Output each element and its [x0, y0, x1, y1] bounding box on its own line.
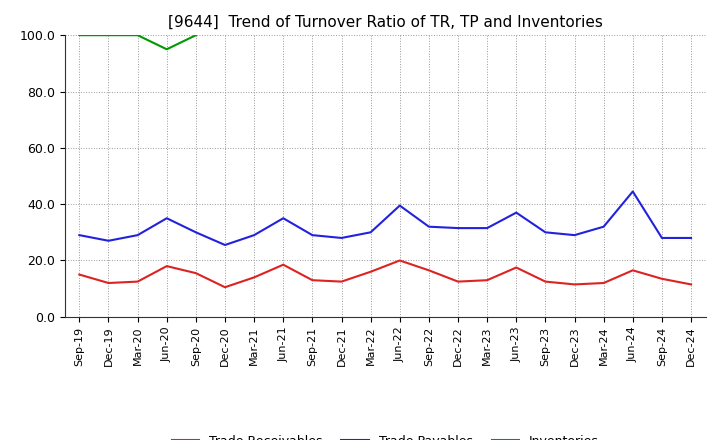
Trade Payables [541, 230, 550, 235]
Inventories [104, 33, 113, 38]
Trade Receivables [279, 262, 287, 268]
Inventories [192, 33, 200, 38]
Trade Receivables [657, 276, 666, 282]
Trade Payables [250, 232, 258, 238]
Trade Receivables [395, 258, 404, 263]
Trade Payables [599, 224, 608, 229]
Trade Receivables [687, 282, 696, 287]
Trade Receivables [308, 278, 317, 283]
Trade Payables [657, 235, 666, 241]
Trade Payables [337, 235, 346, 241]
Trade Receivables [75, 272, 84, 277]
Trade Receivables [250, 275, 258, 280]
Trade Payables [133, 232, 142, 238]
Trade Payables [163, 216, 171, 221]
Trade Payables [629, 189, 637, 194]
Line: Trade Receivables: Trade Receivables [79, 260, 691, 287]
Title: [9644]  Trend of Turnover Ratio of TR, TP and Inventories: [9644] Trend of Turnover Ratio of TR, TP… [168, 15, 603, 30]
Trade Receivables [104, 280, 113, 286]
Trade Payables [483, 225, 492, 231]
Trade Receivables [541, 279, 550, 284]
Trade Payables [512, 210, 521, 215]
Inventories [163, 47, 171, 52]
Inventories [133, 33, 142, 38]
Trade Payables [454, 225, 462, 231]
Trade Payables [366, 230, 375, 235]
Trade Payables [308, 232, 317, 238]
Trade Receivables [570, 282, 579, 287]
Trade Payables [192, 230, 200, 235]
Trade Receivables [163, 264, 171, 269]
Trade Receivables [337, 279, 346, 284]
Trade Payables [395, 203, 404, 208]
Trade Receivables [629, 268, 637, 273]
Inventories [75, 33, 84, 38]
Legend: Trade Receivables, Trade Payables, Inventories: Trade Receivables, Trade Payables, Inven… [166, 430, 604, 440]
Trade Payables [279, 216, 287, 221]
Trade Payables [220, 242, 229, 248]
Trade Payables [104, 238, 113, 243]
Trade Receivables [512, 265, 521, 270]
Trade Receivables [425, 268, 433, 273]
Trade Receivables [220, 285, 229, 290]
Trade Payables [425, 224, 433, 229]
Trade Payables [570, 232, 579, 238]
Trade Payables [75, 232, 84, 238]
Trade Receivables [599, 280, 608, 286]
Trade Receivables [192, 271, 200, 276]
Line: Trade Payables: Trade Payables [79, 191, 691, 245]
Trade Receivables [483, 278, 492, 283]
Trade Receivables [366, 269, 375, 275]
Trade Receivables [133, 279, 142, 284]
Line: Inventories: Inventories [65, 7, 196, 49]
Inventories [60, 4, 69, 10]
Trade Payables [687, 235, 696, 241]
Trade Receivables [454, 279, 462, 284]
